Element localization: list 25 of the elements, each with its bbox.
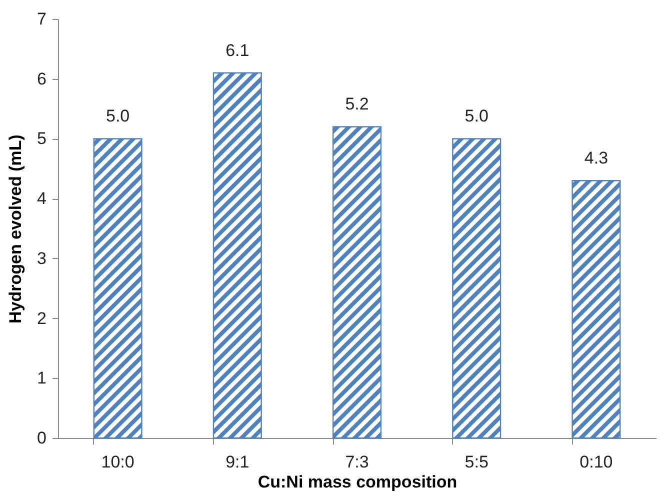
y-tick-label: 3 <box>37 248 46 268</box>
y-tick-label: 4 <box>37 189 46 208</box>
bar <box>572 180 621 439</box>
x-tick-label: 5:5 <box>464 452 488 472</box>
y-tick-label: 2 <box>37 308 46 328</box>
bar <box>452 138 502 439</box>
data-label: 5.0 <box>106 106 130 126</box>
data-label: 4.3 <box>584 148 608 168</box>
x-tick-label: 0:10 <box>580 452 613 472</box>
bar <box>332 126 382 439</box>
bar <box>93 138 142 439</box>
x-tick-label: 9:1 <box>226 452 250 472</box>
y-tick-label: 1 <box>37 368 46 388</box>
y-axis-title: Hydrogen evolved (mL) <box>6 134 26 324</box>
y-tick-label: 5 <box>37 129 46 148</box>
x-tick-label: 7:3 <box>345 452 369 472</box>
data-label: 5.0 <box>464 106 488 126</box>
y-tick-label: 6 <box>37 69 46 88</box>
x-axis-title: Cu:Ni mass composition <box>258 472 458 492</box>
data-label: 5.2 <box>345 94 369 114</box>
y-tick-label: 0 <box>37 428 46 448</box>
bar <box>212 72 262 439</box>
y-tick-label: 7 <box>37 10 46 28</box>
data-label: 6.1 <box>226 40 250 60</box>
x-tick-label: 10:0 <box>101 452 134 472</box>
